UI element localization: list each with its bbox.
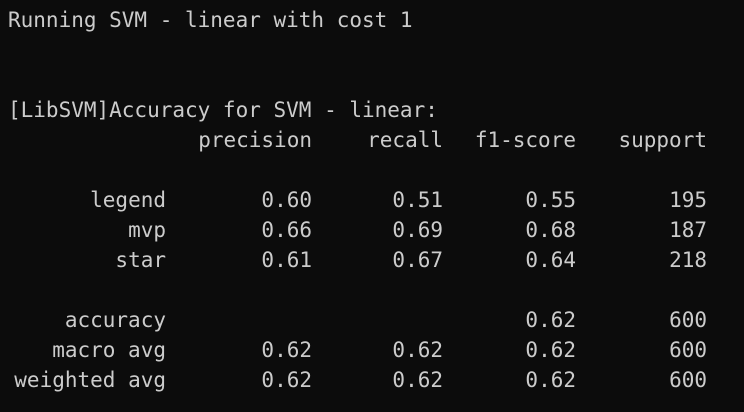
recall-value: 0.62 bbox=[392, 338, 443, 362]
f1-score-value: 0.62 bbox=[525, 338, 576, 362]
column-header-recall: recall bbox=[367, 128, 443, 152]
column-header-support: support bbox=[618, 128, 707, 152]
row-label: star bbox=[115, 248, 166, 272]
f1-score-value: 0.64 bbox=[525, 248, 576, 272]
precision-value: 0.62 bbox=[261, 338, 312, 362]
row-label: accuracy bbox=[64, 308, 166, 332]
recall-value: 0.51 bbox=[392, 188, 443, 212]
recall-value: 0.62 bbox=[392, 368, 443, 392]
support-value: 600 bbox=[669, 368, 707, 392]
f1-score-value: 0.62 bbox=[525, 308, 576, 332]
f1-score-value: 0.62 bbox=[525, 368, 576, 392]
recall-value: 0.67 bbox=[392, 248, 443, 272]
support-value: 218 bbox=[669, 248, 707, 272]
row-label: mvp bbox=[128, 218, 166, 242]
column-header-f1-score: f1-score bbox=[474, 128, 576, 152]
accuracy-header: [LibSVM]Accuracy for SVM - linear: bbox=[8, 98, 438, 122]
f1-score-value: 0.55 bbox=[525, 188, 576, 212]
column-header-precision: precision bbox=[198, 128, 312, 152]
precision-value: 0.60 bbox=[261, 188, 312, 212]
f1-score-value: 0.68 bbox=[525, 218, 576, 242]
row-label: macro avg bbox=[52, 338, 166, 362]
row-label: weighted avg bbox=[14, 368, 166, 392]
support-value: 600 bbox=[669, 308, 707, 332]
precision-value: 0.62 bbox=[261, 368, 312, 392]
row-label: legend bbox=[90, 188, 166, 212]
support-value: 195 bbox=[669, 188, 707, 212]
precision-value: 0.61 bbox=[261, 248, 312, 272]
support-value: 187 bbox=[669, 218, 707, 242]
precision-value: 0.66 bbox=[261, 218, 312, 242]
support-value: 600 bbox=[669, 338, 707, 362]
run-line: Running SVM - linear with cost 1 bbox=[8, 8, 413, 32]
recall-value: 0.69 bbox=[392, 218, 443, 242]
